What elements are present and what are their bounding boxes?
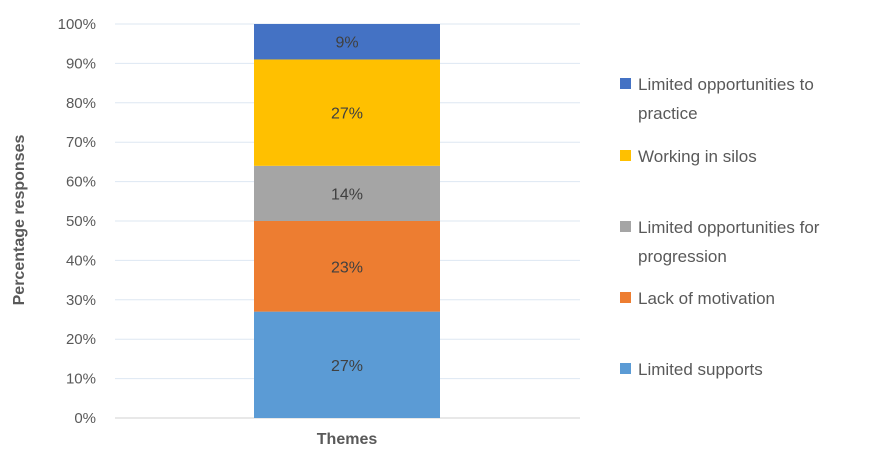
legend-label: Limited opportunities to: [638, 75, 814, 94]
y-tick-label: 0%: [74, 410, 96, 427]
bar-segment: [254, 59, 440, 166]
legend-entry: Limited supports: [620, 360, 763, 379]
y-tick-label: 90%: [66, 55, 96, 72]
legend-label: Working in silos: [638, 147, 757, 166]
segment-value-label: 27%: [331, 106, 363, 123]
y-tick-label: 10%: [66, 371, 96, 388]
segment-value-label: 27%: [331, 358, 363, 375]
bar-segment: [254, 221, 440, 312]
segment-value-label: 23%: [331, 259, 363, 276]
legend-swatch: [620, 221, 631, 232]
y-tick-label: 100%: [58, 16, 96, 33]
legend-entry: Lack of motivation: [620, 289, 775, 308]
legend-swatch: [620, 78, 631, 89]
legend-swatch: [620, 150, 631, 161]
y-axis-title: Percentage responses: [11, 135, 28, 306]
legend-entry: Working in silos: [620, 147, 757, 166]
legend-swatch: [620, 363, 631, 374]
bar-segment: [254, 24, 440, 60]
y-tick-label: 30%: [66, 292, 96, 309]
legend-entry: Limited opportunities for progression: [620, 218, 820, 266]
bar-segment: [254, 165, 440, 221]
legend-swatch: [620, 292, 631, 303]
segment-value-label: 14%: [331, 186, 363, 203]
y-axis-ticks: 0% 10% 20% 30% 40% 50% 60% 70% 80% 90% 100%: [58, 16, 96, 427]
y-tick-label: 50%: [66, 213, 96, 230]
x-axis-title: Themes: [317, 431, 378, 448]
legend-label: practice: [638, 104, 698, 123]
bar-segment: [254, 311, 440, 418]
legend-label: progression: [638, 247, 727, 266]
y-tick-label: 60%: [66, 174, 96, 191]
y-tick-label: 70%: [66, 134, 96, 151]
legend-label: Limited supports: [638, 360, 763, 379]
segment-value-label: 9%: [335, 35, 358, 52]
legend-label: Limited opportunities for: [638, 218, 820, 237]
y-tick-label: 40%: [66, 252, 96, 269]
legend-entry: Limited opportunities to practice: [620, 75, 814, 123]
legend: Limited opportunities to practice Working …: [620, 75, 820, 379]
bar-stack: [254, 24, 440, 418]
legend-label: Lack of motivation: [638, 289, 775, 308]
y-tick-label: 80%: [66, 95, 96, 112]
y-tick-label: 20%: [66, 331, 96, 348]
data-labels: 27% 23% 14% 27% 9%: [331, 35, 363, 375]
